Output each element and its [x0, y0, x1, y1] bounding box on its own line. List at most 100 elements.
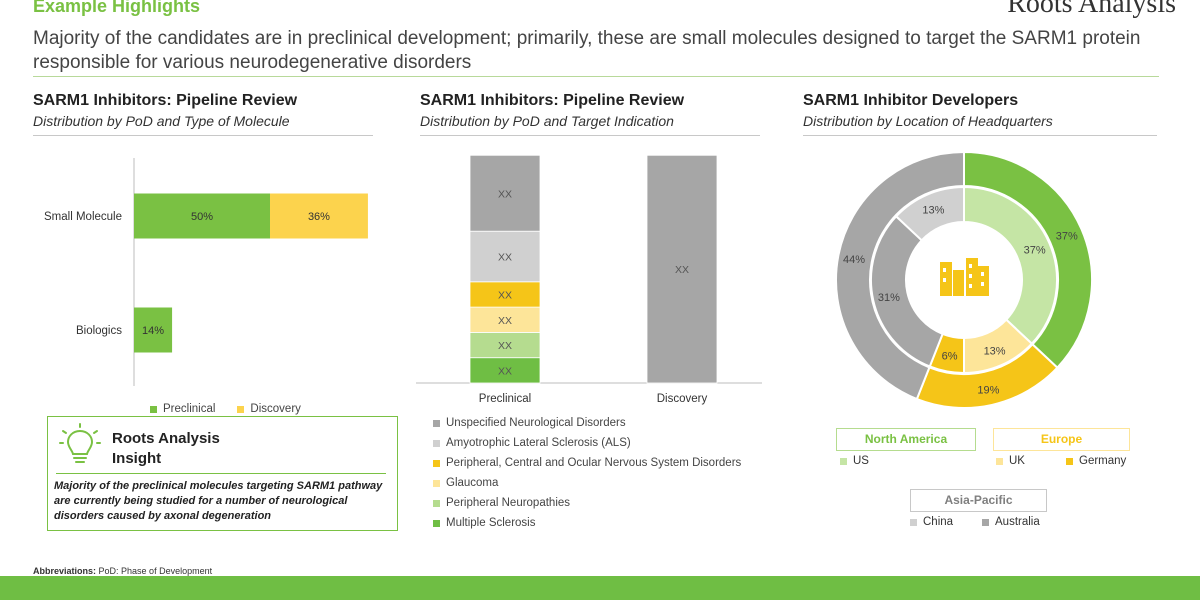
- bar-segment: [469, 281, 541, 308]
- legend-label-germany: Germany: [1079, 455, 1127, 467]
- legend-label: Peripheral Neuropathies: [446, 497, 571, 509]
- legend-swatch: [433, 419, 440, 427]
- data-label: XX: [498, 289, 512, 301]
- panel3-subtitle: Distribution by Location of Headquarters: [803, 113, 1053, 129]
- legend-swatch-china: [910, 518, 917, 526]
- category-label: Small Molecule: [44, 211, 122, 223]
- legend-item-china: China: [910, 516, 953, 528]
- legend-label-china: China: [923, 516, 954, 528]
- outer-ring-label: 37%: [1056, 231, 1078, 243]
- legend-swatch-discovery: [237, 405, 245, 413]
- legend-item-us: US: [840, 455, 869, 467]
- insight-divider: [56, 473, 386, 474]
- panel2-divider: [420, 135, 760, 136]
- legend-swatch-germany: [1066, 457, 1073, 465]
- data-label: 14%: [142, 325, 164, 337]
- data-label: XX: [498, 252, 512, 264]
- insight-title-line2: Insight: [112, 450, 162, 467]
- bar-segment: [469, 306, 541, 333]
- category-label: Preclinical: [479, 393, 531, 405]
- legend-swatch: [433, 459, 440, 467]
- data-label: XX: [498, 340, 512, 352]
- page-title: Example Highlights: [33, 0, 201, 16]
- category-label: Biologics: [76, 325, 122, 337]
- legend-item: Amyotrophic Lateral Sclerosis (ALS): [433, 433, 741, 453]
- legend-swatch-preclinical: [150, 405, 157, 413]
- legend-label-australia: Australia: [995, 516, 1040, 528]
- legend-item: Peripheral Neuropathies: [433, 493, 741, 513]
- panel1-divider: [33, 135, 373, 136]
- abbreviations-label: Abbreviations:: [33, 566, 97, 576]
- panel1-title: SARM1 Inhibitors: Pipeline Review: [33, 92, 298, 109]
- region-box-north-america: North America: [836, 428, 976, 451]
- inner-ring-label: 13%: [984, 346, 1006, 358]
- data-label: XX: [675, 264, 689, 276]
- legend-swatch-australia: [982, 518, 989, 526]
- insight-title: Roots Analysis Insight: [112, 429, 220, 469]
- insight-title-line1: Roots Analysis: [112, 430, 220, 447]
- data-label: 36%: [308, 211, 330, 223]
- panel2-title: SARM1 Inhibitors: Pipeline Review: [420, 92, 685, 109]
- region-box-asia-pacific: Asia-Pacific: [910, 489, 1047, 512]
- abbreviations-note: Abbreviations: PoD: Phase of Development: [33, 566, 212, 576]
- legend-item: Unspecified Neurological Disorders: [433, 413, 741, 433]
- inner-ring-slice: [870, 214, 944, 368]
- bar-segment: [469, 230, 541, 283]
- legend-item: Multiple Sclerosis: [433, 513, 741, 533]
- legend-label: Amyotrophic Lateral Sclerosis (ALS): [446, 437, 631, 449]
- legend-swatch: [433, 479, 440, 487]
- inner-ring-slice: [894, 185, 965, 242]
- legend-item-uk: UK: [996, 455, 1025, 467]
- insight-box: Roots Analysis Insight Majority of the p…: [47, 416, 398, 531]
- bar-segment: [469, 154, 541, 232]
- legend-label-discovery: Discovery: [250, 403, 301, 415]
- legend-label: Unspecified Neurological Disorders: [446, 417, 626, 429]
- inner-ring-label: 31%: [878, 292, 900, 304]
- bar-segment: [469, 331, 541, 359]
- footer-bar: [0, 576, 1200, 600]
- insight-text: Majority of the preclinical molecules ta…: [54, 480, 383, 522]
- data-label: 50%: [191, 211, 213, 223]
- legend-label: Peripheral, Central and Ocular Nervous S…: [446, 457, 742, 469]
- page-subtitle: Majority of the candidates are in precli…: [33, 28, 1141, 73]
- legend-label: Glaucoma: [446, 477, 499, 489]
- legend-swatch-us: [840, 457, 847, 465]
- legend-swatch: [433, 519, 440, 527]
- legend-item: Peripheral, Central and Ocular Nervous S…: [433, 453, 741, 473]
- lightbulb-icon: [59, 423, 101, 463]
- legend-item-australia: Australia: [982, 516, 1040, 528]
- legend-item-germany: Germany: [1066, 455, 1126, 467]
- data-label: XX: [498, 365, 512, 377]
- bar-segment: [270, 193, 368, 239]
- inner-ring-label: 37%: [1024, 244, 1046, 256]
- outer-ring-label: 19%: [977, 384, 999, 396]
- abbreviations-text: PoD: Phase of Development: [98, 566, 213, 576]
- panel3-divider: [803, 135, 1157, 136]
- header-divider: [33, 76, 1159, 77]
- panel1-subtitle: Distribution by PoD and Type of Molecule: [33, 113, 290, 129]
- legend-label-us: US: [853, 455, 869, 467]
- bar-segment: [646, 154, 718, 384]
- inner-ring-label: 6%: [942, 351, 958, 363]
- bar-segment: [134, 193, 270, 239]
- legend-label: Multiple Sclerosis: [446, 517, 536, 529]
- legend-label-uk: UK: [1009, 455, 1025, 467]
- panel3-title: SARM1 Inhibitor Developers: [803, 92, 1019, 109]
- legend-swatch: [433, 439, 440, 447]
- legend-item: Glaucoma: [433, 473, 741, 493]
- inner-ring-label: 13%: [922, 204, 944, 216]
- buildings-icon: [940, 258, 989, 296]
- outer-ring-label: 44%: [843, 254, 865, 266]
- roots-analysis-logo: Roots Analysis: [1007, 0, 1176, 19]
- bar-segment: [469, 357, 541, 384]
- legend-swatch-uk: [996, 457, 1003, 465]
- data-label: XX: [498, 315, 512, 327]
- legend-swatch: [433, 499, 440, 507]
- legend-label-preclinical: Preclinical: [163, 403, 216, 415]
- category-label: Discovery: [657, 393, 708, 405]
- panel2-legend: Unspecified Neurological Disorders Amyot…: [433, 413, 741, 533]
- panel1-legend: Preclinical Discovery: [150, 399, 301, 419]
- data-label: XX: [498, 188, 512, 200]
- inner-ring-slice: [963, 185, 1058, 346]
